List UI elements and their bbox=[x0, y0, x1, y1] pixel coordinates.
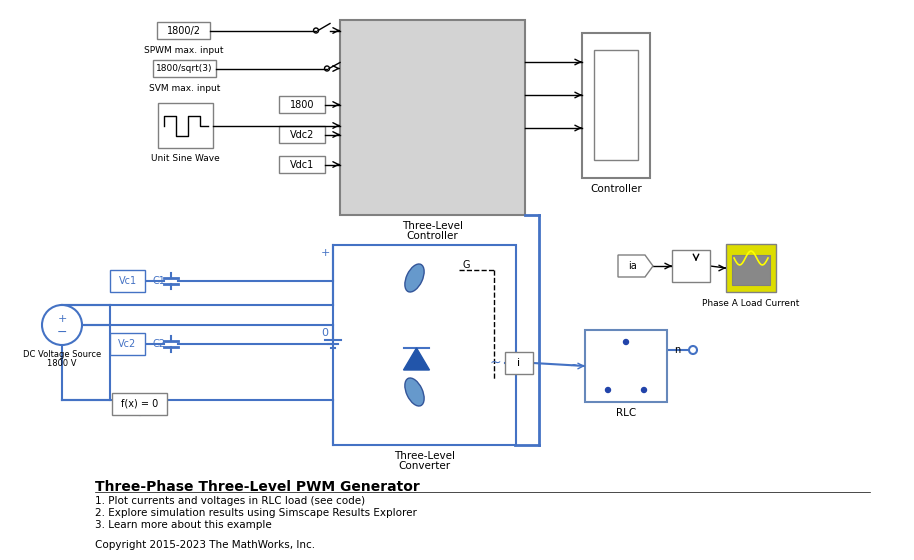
Text: Unit Sine Wave: Unit Sine Wave bbox=[151, 153, 220, 162]
Text: DC Voltage Source: DC Voltage Source bbox=[23, 349, 101, 358]
Bar bbox=[505, 352, 533, 374]
Ellipse shape bbox=[405, 378, 424, 406]
Ellipse shape bbox=[405, 264, 424, 292]
Bar bbox=[279, 126, 325, 143]
Text: 0: 0 bbox=[322, 328, 328, 338]
Circle shape bbox=[42, 305, 82, 345]
Text: 2. Explore simulation results using Simscape Results Explorer: 2. Explore simulation results using Sims… bbox=[95, 508, 417, 518]
Text: RLC: RLC bbox=[616, 408, 636, 418]
Bar bbox=[279, 96, 325, 113]
Text: C1: C1 bbox=[153, 276, 165, 286]
Bar bbox=[279, 156, 325, 173]
Bar bbox=[340, 20, 525, 215]
Text: ia: ia bbox=[628, 261, 637, 271]
Text: Three-Level: Three-Level bbox=[394, 451, 455, 461]
Text: Three-Phase Three-Level PWM Generator: Three-Phase Three-Level PWM Generator bbox=[95, 480, 420, 494]
Text: +: + bbox=[58, 314, 67, 324]
Text: ~: ~ bbox=[569, 359, 580, 373]
Text: Vdc1: Vdc1 bbox=[290, 160, 314, 170]
Bar bbox=[672, 250, 710, 282]
Text: ~: ~ bbox=[489, 356, 501, 370]
Text: +: + bbox=[320, 248, 330, 258]
Circle shape bbox=[689, 346, 697, 354]
Text: Converter: Converter bbox=[399, 461, 451, 471]
Polygon shape bbox=[403, 348, 430, 370]
Circle shape bbox=[605, 388, 611, 393]
Bar bbox=[594, 50, 638, 160]
Text: Vc2: Vc2 bbox=[119, 339, 136, 349]
Bar bbox=[110, 270, 145, 292]
Bar bbox=[732, 255, 770, 285]
Text: i: i bbox=[517, 358, 521, 368]
Text: Controller: Controller bbox=[407, 231, 459, 241]
Text: Vdc2: Vdc2 bbox=[290, 129, 314, 139]
Text: Controller: Controller bbox=[590, 184, 642, 194]
Text: n: n bbox=[674, 345, 680, 355]
Text: Three-Level: Three-Level bbox=[402, 221, 463, 231]
Text: Vc1: Vc1 bbox=[119, 276, 136, 286]
Circle shape bbox=[642, 388, 646, 393]
Bar bbox=[153, 60, 216, 77]
Text: Copyright 2015-2023 The MathWorks, Inc.: Copyright 2015-2023 The MathWorks, Inc. bbox=[95, 540, 315, 550]
Bar bbox=[157, 22, 210, 39]
Bar bbox=[726, 244, 776, 292]
Bar bbox=[582, 33, 650, 178]
Text: SVM max. input: SVM max. input bbox=[149, 83, 220, 92]
Text: Phase A Load Current: Phase A Load Current bbox=[702, 298, 800, 307]
Bar bbox=[112, 393, 167, 415]
Bar bbox=[158, 103, 213, 148]
Text: 1. Plot currents and voltages in RLC load (see code): 1. Plot currents and voltages in RLC loa… bbox=[95, 496, 365, 506]
Text: 1800/2: 1800/2 bbox=[166, 26, 200, 35]
Bar bbox=[333, 245, 516, 445]
Text: 1800 V: 1800 V bbox=[48, 358, 77, 367]
Text: 3. Learn more about this example: 3. Learn more about this example bbox=[95, 520, 271, 530]
Text: G: G bbox=[462, 260, 470, 270]
Bar bbox=[110, 333, 145, 355]
Text: 1800: 1800 bbox=[290, 100, 314, 110]
Text: SPWM max. input: SPWM max. input bbox=[143, 45, 223, 54]
Text: 1800/sqrt(3): 1800/sqrt(3) bbox=[156, 64, 213, 73]
Polygon shape bbox=[618, 255, 653, 277]
Text: C2: C2 bbox=[153, 339, 165, 349]
Circle shape bbox=[623, 339, 629, 344]
Text: −: − bbox=[57, 325, 68, 338]
Bar bbox=[585, 330, 667, 402]
Text: f(x) = 0: f(x) = 0 bbox=[121, 399, 158, 409]
